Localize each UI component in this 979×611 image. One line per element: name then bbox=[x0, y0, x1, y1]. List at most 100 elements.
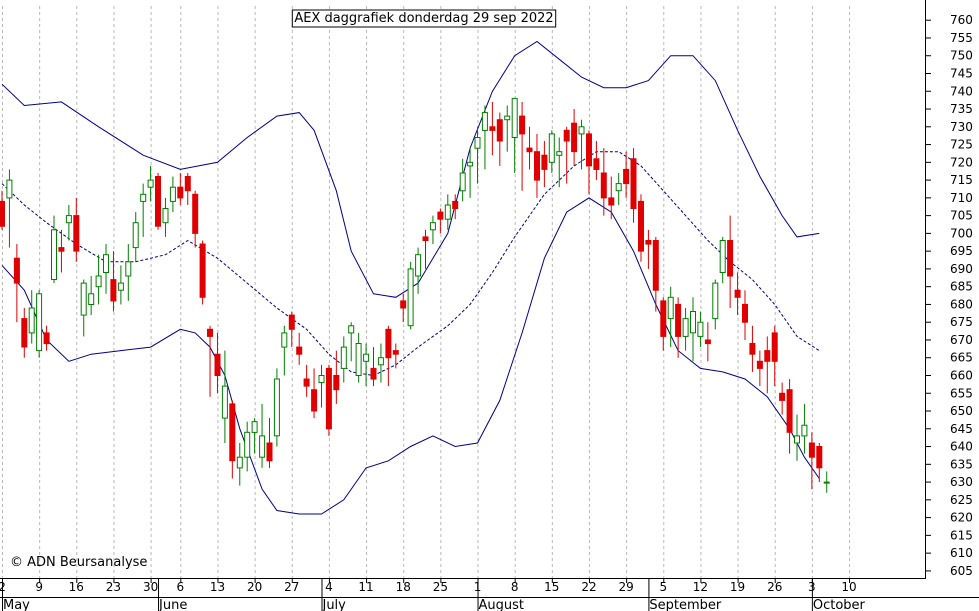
x-tick-label: 23 bbox=[106, 580, 121, 594]
y-tick-label: 735 bbox=[950, 102, 973, 116]
x-tick-label: 25 bbox=[433, 580, 448, 594]
x-tick-label: 9 bbox=[35, 580, 43, 594]
candle-body-up bbox=[794, 435, 800, 444]
x-tick-label: 5 bbox=[659, 580, 667, 594]
y-tick-label: 750 bbox=[950, 49, 973, 63]
candle-body-down bbox=[325, 367, 332, 430]
y-tick-label: 700 bbox=[950, 226, 973, 240]
candle-body-down bbox=[742, 303, 748, 323]
candle-body-down bbox=[192, 193, 199, 234]
y-tick-label: 690 bbox=[950, 262, 973, 276]
candle-body-up bbox=[169, 186, 176, 202]
x-tick-label: 4 bbox=[325, 580, 333, 594]
candle-body-down bbox=[786, 389, 793, 433]
y-tick-label: 755 bbox=[950, 31, 973, 45]
candle-body-up bbox=[444, 204, 451, 220]
x-tick-label: 13 bbox=[210, 580, 225, 594]
y-tick-label: 610 bbox=[950, 546, 973, 560]
candle-body-down bbox=[808, 442, 815, 458]
candle-body-down bbox=[489, 126, 496, 131]
x-tick-label: 6 bbox=[176, 580, 184, 594]
month-label: September bbox=[649, 598, 722, 611]
candle-body-down bbox=[155, 176, 161, 227]
y-tick-label: 760 bbox=[950, 13, 973, 27]
chart-title: AEX daggrafiek donderdag 29 sep 2022 bbox=[294, 11, 553, 26]
candle-body-down bbox=[437, 211, 444, 220]
x-tick-label: 19 bbox=[730, 580, 745, 594]
candle-body-down bbox=[21, 318, 28, 348]
x-tick-label: 20 bbox=[247, 580, 262, 594]
x-tick-label: 18 bbox=[396, 580, 411, 594]
candle-body-up bbox=[88, 293, 95, 305]
candle-body-up bbox=[103, 254, 109, 273]
candle-body-up bbox=[578, 126, 585, 135]
candle-body-up bbox=[690, 311, 696, 334]
y-tick-label: 710 bbox=[950, 191, 973, 205]
candle-body-down bbox=[675, 303, 682, 337]
candle-body-down bbox=[779, 392, 786, 401]
candle-body-down bbox=[266, 442, 273, 462]
bollinger-lower-band bbox=[1, 197, 820, 515]
candle-body-up bbox=[125, 261, 132, 277]
candle-body-up bbox=[511, 97, 518, 138]
candle-body-down bbox=[534, 151, 540, 181]
candle-body-down bbox=[452, 200, 459, 209]
candle-body-down bbox=[600, 172, 607, 199]
x-tick-label: 27 bbox=[284, 580, 299, 594]
candle-body-down bbox=[392, 350, 399, 355]
candle-body-down bbox=[526, 147, 533, 153]
candle-body-down bbox=[303, 378, 310, 387]
candle-body-down bbox=[652, 240, 659, 291]
x-tick-label: 10 bbox=[841, 580, 856, 594]
candle-body-down bbox=[816, 446, 823, 469]
candle-body-down bbox=[496, 119, 503, 142]
candle-body-up bbox=[251, 421, 258, 433]
candles bbox=[0, 97, 830, 493]
candle-body-down bbox=[563, 129, 570, 142]
candle-body-down bbox=[422, 236, 429, 241]
candle-body-down bbox=[58, 247, 65, 252]
candle-body-down bbox=[199, 243, 206, 298]
candle-body-up bbox=[6, 179, 13, 199]
candle-body-up bbox=[340, 346, 347, 369]
candle-body-up bbox=[407, 268, 414, 327]
candle-body-up bbox=[259, 435, 266, 458]
candle-body-up bbox=[51, 229, 57, 281]
candle-body-up bbox=[363, 353, 370, 362]
candle-body-up bbox=[467, 161, 474, 167]
month-label: May bbox=[3, 598, 30, 611]
x-tick-label: 11 bbox=[358, 580, 373, 594]
y-tick-label: 660 bbox=[950, 368, 973, 382]
y-tick-label: 620 bbox=[950, 511, 973, 525]
candle-body-up bbox=[719, 240, 726, 273]
candle-body-up bbox=[481, 112, 488, 131]
candle-body-up bbox=[348, 325, 355, 334]
candle-body-up bbox=[615, 183, 622, 192]
candle-body-up bbox=[415, 254, 422, 277]
grid-lines bbox=[2, 6, 851, 578]
x-tick-label: 8 bbox=[511, 580, 519, 594]
x-tick-label: 30 bbox=[143, 580, 158, 594]
candle-body-up bbox=[682, 318, 689, 337]
x-tick-label: 26 bbox=[767, 580, 782, 594]
candle-body-up bbox=[140, 193, 147, 202]
candle-body-up bbox=[318, 375, 325, 384]
y-tick-label: 680 bbox=[950, 297, 973, 311]
chart-title-frame bbox=[291, 9, 557, 28]
y-tick-label: 665 bbox=[950, 351, 973, 365]
candle-body-down bbox=[370, 367, 377, 380]
candle-body-up bbox=[65, 215, 72, 224]
candle-body-down bbox=[400, 300, 407, 309]
candle-body-up bbox=[377, 357, 384, 366]
y-tick-label: 745 bbox=[950, 67, 973, 81]
candle-body-up bbox=[667, 296, 674, 320]
candle-body-down bbox=[704, 339, 711, 345]
y-tick-label: 725 bbox=[950, 138, 973, 152]
candle-body-down bbox=[541, 154, 548, 170]
candle-body-down bbox=[311, 389, 318, 412]
candle-body-down bbox=[229, 403, 236, 462]
x-tick-label: 15 bbox=[544, 580, 559, 594]
month-label: July bbox=[321, 598, 346, 611]
candle-body-down bbox=[73, 215, 80, 252]
y-tick-label: 640 bbox=[950, 440, 973, 454]
